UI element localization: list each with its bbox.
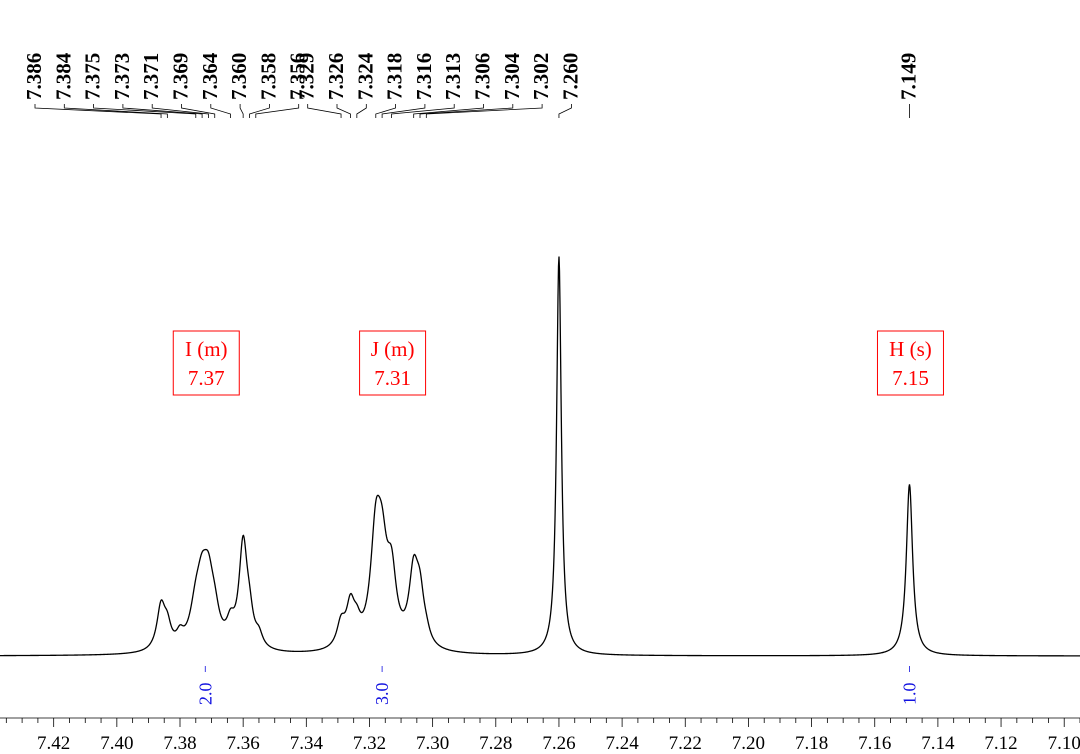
peak-label: 7.371 bbox=[139, 53, 163, 100]
peak-leader bbox=[151, 104, 209, 118]
peak-leader bbox=[419, 104, 514, 118]
peak-leader bbox=[413, 104, 484, 118]
peak-leader bbox=[122, 104, 203, 118]
multiplet-shift: 7.15 bbox=[892, 366, 929, 390]
multiplet-box-frame bbox=[876, 330, 944, 396]
peak-label: 7.149 bbox=[896, 53, 920, 100]
peak-label: 7.386 bbox=[22, 53, 46, 100]
peak-leader bbox=[93, 104, 197, 118]
tick-label: 7.24 bbox=[605, 733, 639, 754]
peak-label: 7.360 bbox=[227, 53, 251, 100]
peak-label-group: 7.386 7.384 7.375 7.373 7.371 7.369 7.364 7.360… bbox=[22, 52, 920, 100]
tick-label: 7.18 bbox=[795, 733, 828, 754]
peak-label: 7.356 bbox=[286, 53, 310, 100]
multiplet-annotations: I (m) 7.37 J (m) 7.31 H (s) 7.15 bbox=[172, 330, 944, 396]
peak-leader bbox=[239, 104, 244, 118]
x-axis-ticks bbox=[5, 718, 1080, 727]
peak-leader bbox=[249, 104, 270, 118]
multiplet-label: H (s) bbox=[889, 337, 932, 361]
peak-leader bbox=[336, 104, 351, 118]
multiplet-shift: 7.37 bbox=[188, 366, 225, 390]
peak-label: 7.304 bbox=[500, 52, 524, 100]
tick-label: 7.28 bbox=[479, 733, 512, 754]
integral-value: 3.0 bbox=[372, 683, 392, 706]
peak-label: 7.364 bbox=[198, 52, 222, 100]
multiplet-box-frame bbox=[359, 330, 427, 396]
tick-label: 7.38 bbox=[163, 733, 196, 754]
peak-leader bbox=[375, 104, 396, 118]
peak-label: 7.375 bbox=[81, 53, 105, 100]
tick-label: 7.14 bbox=[921, 733, 955, 754]
peak-label: 7.313 bbox=[441, 53, 465, 100]
peak-leader bbox=[210, 104, 231, 118]
multiplet-shift: 7.31 bbox=[374, 366, 411, 390]
integral-value: 2.0 bbox=[195, 683, 215, 706]
peak-label: 7.324 bbox=[353, 52, 377, 100]
peak-leader bbox=[307, 104, 342, 118]
multiplet-box: H (s) 7.15 bbox=[876, 330, 944, 396]
peak-leader bbox=[425, 104, 543, 118]
peak-label: 7.318 bbox=[383, 53, 407, 100]
multiplet-box-frame bbox=[172, 330, 240, 396]
multiplet-label: J (m) bbox=[371, 337, 415, 361]
tick-label: 7.30 bbox=[416, 733, 449, 754]
peak-leader bbox=[356, 104, 367, 118]
tick-label: 7.36 bbox=[227, 733, 260, 754]
multiplet-box: J (m) 7.31 bbox=[359, 330, 427, 396]
multiplet-label: I (m) bbox=[185, 337, 228, 361]
tick-label: 7.20 bbox=[732, 733, 765, 754]
peak-leader bbox=[63, 104, 168, 118]
multiplet-box: I (m) 7.37 bbox=[172, 330, 240, 396]
tick-label: 7.42 bbox=[37, 733, 70, 754]
tick-label: 7.26 bbox=[542, 733, 575, 754]
tick-label: 7.34 bbox=[290, 733, 324, 754]
tick-label: 7.16 bbox=[858, 733, 891, 754]
tick-label: 7.10 bbox=[1048, 733, 1080, 754]
peak-label: 7.373 bbox=[110, 53, 134, 100]
peak-leader bbox=[558, 104, 572, 118]
peak-label: 7.369 bbox=[169, 53, 193, 100]
tick-label: 7.40 bbox=[100, 733, 133, 754]
peak-leader bbox=[34, 104, 162, 118]
peak-leader-lines bbox=[34, 104, 910, 118]
integral-value: 1.0 bbox=[899, 683, 919, 706]
integral-annotations: 2.0 3.0 1.0 bbox=[195, 666, 919, 705]
x-axis-tick-labels: 7.42 7.40 7.38 7.36 7.34 7.32 7.30 7.28 7.26 7.24… bbox=[37, 733, 1080, 754]
peak-leader bbox=[391, 104, 455, 118]
peak-label: 7.329 bbox=[295, 53, 319, 100]
peak-leader bbox=[181, 104, 216, 118]
peak-label: 7.316 bbox=[412, 53, 436, 100]
peak-label: 7.358 bbox=[256, 53, 280, 100]
tick-label: 7.32 bbox=[353, 733, 386, 754]
tick-label: 7.22 bbox=[669, 733, 702, 754]
tick-label: 7.12 bbox=[984, 733, 1017, 754]
peak-label: 7.326 bbox=[324, 53, 348, 100]
peak-leader bbox=[381, 104, 426, 118]
peak-leader bbox=[255, 104, 300, 118]
peak-label: 7.260 bbox=[558, 53, 582, 100]
spectrum-trace bbox=[0, 256, 1080, 657]
peak-label: 7.306 bbox=[471, 53, 495, 100]
peak-label: 7.384 bbox=[51, 52, 75, 100]
peak-label: 7.302 bbox=[529, 53, 553, 100]
